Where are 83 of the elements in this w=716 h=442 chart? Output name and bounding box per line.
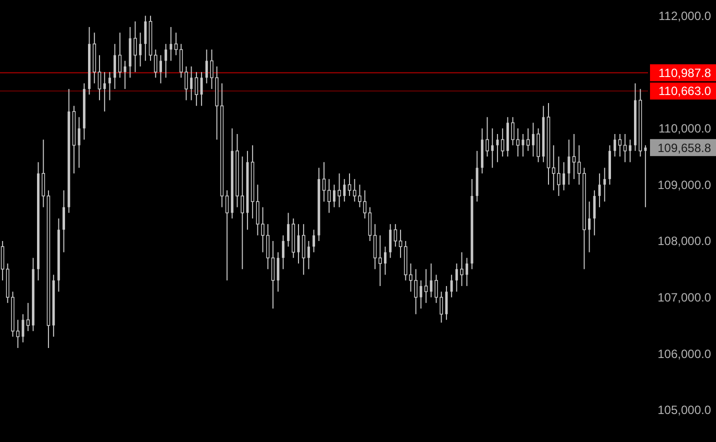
- candlestick: [526, 128, 530, 152]
- candlestick: [200, 72, 203, 106]
- candlestick: [486, 116, 489, 158]
- y-tick-label: 106,000.0: [658, 346, 712, 361]
- candlestick: [562, 162, 566, 191]
- candlestick: [276, 252, 280, 292]
- candlestick: [445, 286, 448, 320]
- candlestick: [466, 257, 468, 287]
- candlestick: [271, 240, 275, 310]
- candlestick: [103, 72, 106, 112]
- candlestick: [332, 184, 336, 208]
- candlestick: [455, 263, 458, 292]
- candlestick: [26, 302, 30, 332]
- candlestick: [0, 240, 4, 281]
- candlestick: [430, 263, 432, 298]
- y-tick-label: 105,000.0: [658, 403, 712, 418]
- candlestick: [394, 224, 398, 248]
- candlestick: [588, 201, 591, 253]
- candlestick: [628, 139, 632, 163]
- candlestick: [378, 234, 382, 287]
- candlestick: [139, 32, 142, 67]
- y-tick-label: 107,000.0: [658, 290, 712, 304]
- candlestick: [568, 139, 570, 186]
- candlestick: [144, 15, 147, 62]
- candlestick: [373, 224, 377, 270]
- candlestick: [343, 178, 346, 202]
- candlestick: [62, 190, 66, 253]
- candlestick: [614, 134, 616, 158]
- candlestick: [22, 314, 24, 343]
- y-tick-label: 110,000.0: [658, 122, 712, 136]
- candlestick: [174, 32, 178, 56]
- candlestick: [644, 144, 647, 208]
- candlestick: [450, 274, 453, 298]
- candlestick: [532, 122, 534, 158]
- candlestick: [398, 229, 402, 258]
- candlestick: [322, 162, 326, 202]
- candlestick: [114, 43, 116, 90]
- candlestick: [618, 134, 622, 158]
- candlestick: [420, 280, 422, 310]
- candlestick: [327, 178, 331, 214]
- candlestick: [598, 172, 601, 208]
- candlestick: [108, 72, 111, 101]
- candlestick: [424, 268, 428, 304]
- candlestick: [307, 240, 310, 270]
- candlestick: [154, 49, 158, 78]
- candlestick: [190, 66, 193, 101]
- candlestick: [225, 190, 229, 281]
- ref-line-label: 110,987.8: [658, 66, 712, 80]
- candlestick: [623, 134, 627, 163]
- candlestick: [593, 190, 596, 236]
- candlestick: [338, 172, 341, 208]
- candlestick: [159, 54, 162, 84]
- candlestick: [384, 246, 386, 276]
- candlestick: [536, 128, 540, 163]
- candlestick: [287, 212, 290, 248]
- candlestick: [389, 224, 392, 258]
- candlestick: [205, 49, 208, 84]
- candlestick: [282, 234, 284, 270]
- candlestick: [164, 43, 168, 78]
- y-tick-label: 109,000.0: [658, 178, 712, 192]
- candlestick: [78, 116, 80, 168]
- candlestick: [98, 54, 102, 101]
- candlestick: [460, 252, 464, 287]
- y-tick-label: 108,000.0: [658, 234, 712, 248]
- candlestick: [194, 72, 198, 106]
- candlestick: [302, 224, 306, 276]
- candlestick: [368, 206, 372, 242]
- candlestick: [42, 139, 46, 208]
- candlestick: [603, 167, 606, 202]
- candlestick: [297, 224, 300, 264]
- candlestick: [312, 229, 316, 253]
- candlestick: [124, 60, 126, 90]
- candlestick: [522, 134, 524, 158]
- candlestick: [118, 32, 122, 78]
- ref-line-label: 110,663.0: [658, 84, 712, 98]
- candlestick: [496, 134, 499, 163]
- candlestick: [500, 128, 504, 158]
- candlestick: [572, 134, 576, 180]
- text: 109,658.8: [658, 140, 712, 155]
- candlestick: [491, 128, 494, 168]
- candlestick: [170, 26, 172, 62]
- candlestick: [134, 20, 137, 73]
- y-tick-label: 112,000.0: [658, 8, 712, 23]
